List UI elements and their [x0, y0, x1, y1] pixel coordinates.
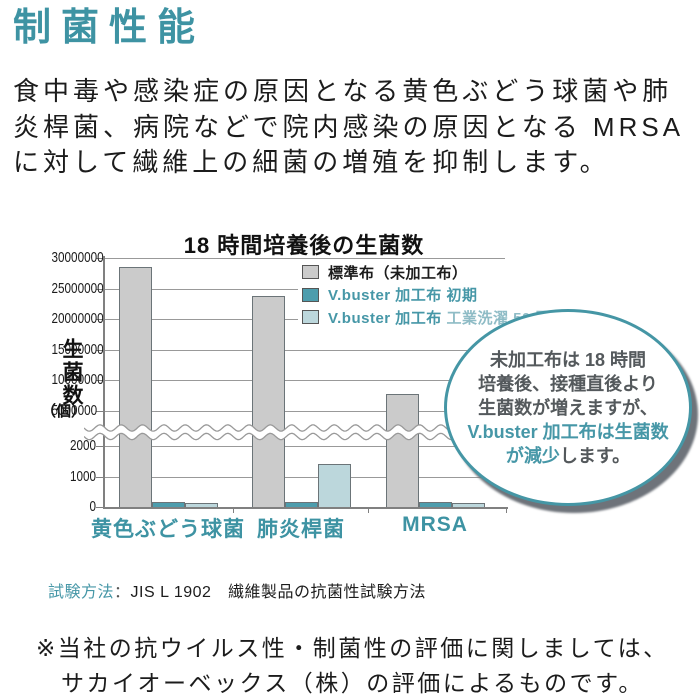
intro-line-1: 食中毒や感染症の原因となる黄色ぶどう球菌や肺 — [13, 76, 673, 106]
y-axis-tick — [96, 446, 103, 447]
y-tick-label: 20000000 — [51, 310, 104, 328]
y-tick-label: 30000000 — [51, 249, 104, 266]
chart-gridline — [103, 380, 505, 382]
y-axis-tick — [96, 319, 103, 321]
intro-line-2: 炎桿菌、病院などで院内感染の原因となる MRSA — [13, 111, 685, 142]
legend-label-part: 標準布（未加工布） — [328, 264, 468, 282]
y-axis-tick — [96, 411, 103, 412]
x-axis-tick — [233, 508, 234, 513]
intro-line-3: に対して繊維上の細菌の増殖を抑制します。 — [13, 147, 610, 177]
y-tick-label: 1000 — [69, 467, 96, 485]
legend-item-2: V.buster 加工布 初期 — [302, 284, 551, 307]
chart-gridline — [103, 349, 505, 351]
x-axis-tick — [506, 508, 507, 513]
test-method-label: 試験方法 — [48, 584, 115, 601]
y-tick-label: 15000000 — [51, 340, 104, 358]
x-axis-label: MRSA — [402, 513, 468, 536]
y-axis-label: 生菌数 — [60, 338, 83, 407]
chart-title: 18 時間培養後の生菌数 — [183, 233, 425, 258]
callout-line-2: 培養後、接種直後より — [478, 372, 658, 396]
x-axis-label: 肺炎桿菌 — [257, 518, 345, 541]
callout-line-1: 未加工布は 18 時間 — [490, 348, 646, 372]
bar-肺炎桿菌-series3 — [317, 464, 351, 507]
bar-MRSA-series3 — [451, 503, 485, 507]
bar-肺炎桿菌-series1 — [251, 295, 285, 507]
y-axis-line — [103, 256, 105, 507]
chart-gridline — [103, 476, 505, 478]
callout-line-5: が減少します。 — [506, 444, 630, 468]
chart-gridline — [103, 411, 505, 412]
y-axis-tick — [96, 507, 103, 508]
test-method-colon: ： — [114, 584, 131, 601]
y-axis-unit: （個） — [41, 403, 87, 420]
y-axis-tick — [96, 349, 103, 351]
callout-line-3: 生菌数が増えますが、 — [478, 396, 658, 420]
legend-label-2: V.buster 加工布 初期 — [328, 284, 477, 305]
callout-text-segment: 生菌数が増えますが、 — [478, 397, 658, 418]
callout-text-segment: V.buster 加工布は生菌数 — [467, 421, 669, 442]
legend-item-1: 標準布（未加工布） — [302, 261, 551, 284]
footnote: ※当社の抗ウイルス性・制菌性の評価に関しましては、 サカイオーベックス（株）の評… — [36, 631, 669, 700]
callout-text-segment: します。 — [559, 445, 631, 466]
bar-黄色ぶどう球菌-series3 — [184, 503, 218, 507]
y-tick-label: 2000 — [69, 437, 96, 454]
y-axis-tick — [96, 288, 103, 290]
chart-gridline — [103, 446, 505, 447]
chart-legend: 標準布（未加工布） V.buster 加工布 初期 V.buster 加工布 工業洗… — [298, 260, 556, 332]
bar-MRSA-series1 — [385, 393, 419, 507]
x-axis-line — [103, 507, 508, 509]
callout-text-segment: 未加工布は 18 時間 — [489, 349, 647, 370]
chart-gridline — [103, 258, 505, 259]
y-tick-label: 10000000 — [51, 371, 104, 389]
legend-label-1: 標準布（未加工布） — [328, 262, 468, 283]
legend-swatch-1 — [302, 265, 319, 280]
test-method-value: JIS L 1902 繊維製品の抗菌性試験方法 — [130, 584, 426, 601]
footnote-line-1: ※当社の抗ウイルス性・制菌性の評価に関しましては、 — [36, 635, 669, 661]
page-title: 制菌性能 — [13, 7, 206, 49]
x-axis-tick — [368, 508, 369, 513]
bar-黄色ぶどう球菌-series1 — [118, 267, 152, 507]
x-axis-label: 黄色ぶどう球菌 — [91, 518, 245, 541]
legend-swatch-3 — [302, 310, 319, 325]
footnote-line-2: サカイオーベックス（株）の評価によるものです。 — [61, 670, 644, 696]
bar-肺炎桿菌-series2 — [284, 502, 318, 507]
callout-text-segment: が減少 — [505, 445, 560, 466]
y-tick-label: 0 — [89, 498, 96, 515]
test-method-note: 試験方法：JIS L 1902 繊維製品の抗菌性試験方法 — [48, 578, 426, 602]
bar-MRSA-series2 — [418, 502, 452, 507]
legend-label-part: V.buster 加工布 初期 — [328, 287, 478, 305]
y-tick-label: 5000000 — [51, 402, 98, 419]
bar-黄色ぶどう球菌-series2 — [151, 502, 185, 507]
intro-paragraph: 食中毒や感染症の原因となる黄色ぶどう球菌や肺 炎桿菌、病院などで院内感染の原因と… — [13, 74, 684, 181]
y-axis-tick — [96, 258, 103, 259]
legend-swatch-2 — [302, 287, 319, 302]
legend-label-part: V.buster 加工布 — [328, 309, 447, 327]
callout-bubble: 未加工布は 18 時間 培養後、接種直後より 生菌数が増えますが、 V.buster … — [444, 309, 692, 506]
axis-break-wave — [84, 424, 510, 441]
y-axis-tick — [96, 380, 103, 382]
callout-text-segment: 培養後、接種直後より — [478, 373, 658, 394]
y-tick-label: 25000000 — [51, 279, 104, 297]
callout-line-4: V.buster 加工布は生菌数 — [467, 420, 668, 444]
y-axis-tick — [96, 476, 103, 478]
